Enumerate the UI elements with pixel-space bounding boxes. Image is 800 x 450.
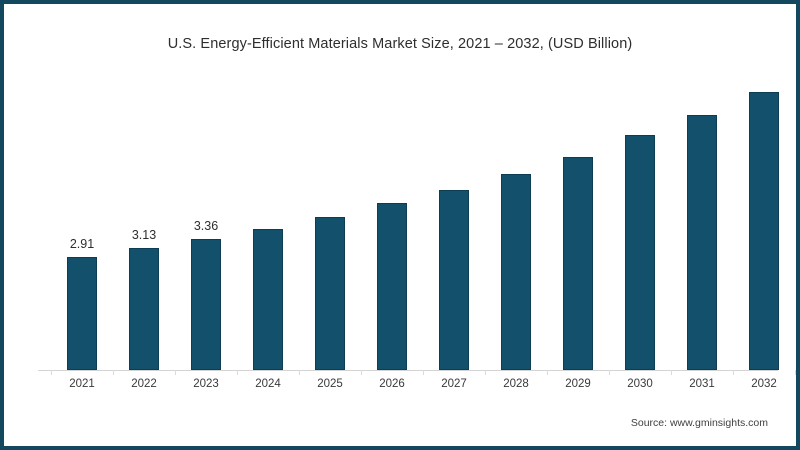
x-axis-tick-mark: [237, 370, 238, 375]
bar-slot: [361, 74, 423, 370]
bar-slot: [237, 74, 299, 370]
bar-value-label: 3.36: [193, 219, 219, 233]
bar[interactable]: [625, 135, 655, 370]
x-axis-tick-label: 2029: [565, 378, 591, 390]
x-axis-tick-label: 2027: [441, 378, 467, 390]
bar-slot: [547, 74, 609, 370]
bar[interactable]: [253, 229, 283, 370]
x-axis-tick-label: 2021: [69, 378, 95, 390]
x-axis-tick-mark: [547, 370, 548, 375]
bar-slot: [423, 74, 485, 370]
source-note: Source: www.gminsights.com: [630, 417, 768, 429]
bar-value-label: 2.91: [69, 237, 95, 251]
x-axis-tick-mark: [423, 370, 424, 375]
bar[interactable]: [501, 174, 531, 370]
x-axis-tick-label: 2026: [379, 378, 405, 390]
x-axis-tick-mark: [361, 370, 362, 375]
x-axis-tick-mark: [733, 370, 734, 375]
bar-slot: [733, 74, 795, 370]
bar[interactable]: [439, 190, 469, 370]
plot-area: 2.91 3.13 3.36: [38, 74, 779, 370]
x-axis-tick-mark: [609, 370, 610, 375]
x-axis-tick-label: 2032: [751, 378, 777, 390]
x-axis-tick-label: 2025: [317, 378, 343, 390]
bar-slot: [485, 74, 547, 370]
bar-slot: [299, 74, 361, 370]
bar[interactable]: [687, 115, 717, 370]
bar[interactable]: [129, 248, 159, 370]
x-axis-tick-label: 2022: [131, 378, 157, 390]
x-axis-labels: 2021 2022 2023 2024 2025 2026 2027 2028 2029 2030…: [38, 376, 778, 398]
bar[interactable]: [67, 257, 97, 370]
bar-slot: 3.13: [113, 74, 175, 370]
x-axis-tick-mark: [51, 370, 52, 375]
bar[interactable]: [377, 203, 407, 370]
x-axis-tick-mark: [299, 370, 300, 375]
x-axis-tick-label: 2023: [193, 378, 219, 390]
x-axis-tick-mark: [175, 370, 176, 375]
x-axis-line: [38, 370, 778, 371]
bar-value-label: 3.13: [131, 228, 157, 242]
bar-slot: [671, 74, 733, 370]
bar[interactable]: [315, 217, 345, 370]
chart-title: U.S. Energy-Efficient Materials Market S…: [167, 36, 633, 52]
bar[interactable]: [191, 239, 221, 370]
bar-slot: [609, 74, 671, 370]
x-axis-tick-mark: [485, 370, 486, 375]
bar[interactable]: [749, 92, 779, 370]
bar[interactable]: [563, 157, 593, 370]
x-axis-tick-mark: [113, 370, 114, 375]
x-axis-tick-label: 2031: [689, 378, 715, 390]
x-axis-tick-mark: [795, 370, 796, 375]
x-axis-tick-mark: [671, 370, 672, 375]
bar-slot: 3.36: [175, 74, 237, 370]
x-axis-tick-label: 2030: [627, 378, 653, 390]
bar-slot: 2.91: [51, 74, 113, 370]
x-axis-tick-label: 2024: [255, 378, 281, 390]
x-axis-tick-label: 2028: [503, 378, 529, 390]
